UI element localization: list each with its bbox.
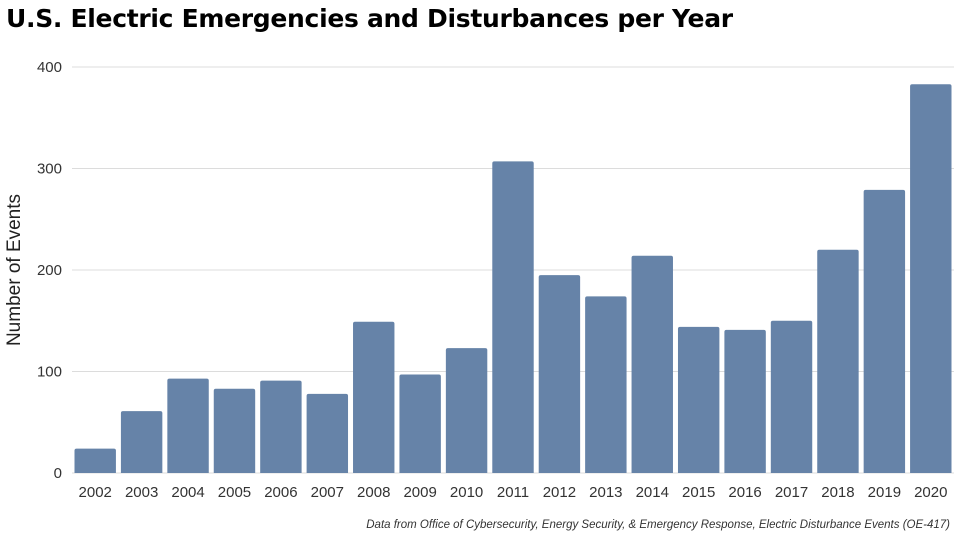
bar-2003 (120, 411, 163, 473)
y-tick-labels: 0 100 200 300 400 (37, 59, 62, 482)
bar-2019 (863, 189, 906, 473)
bar-2017 (770, 320, 813, 473)
x-tick-label: 2009 (403, 484, 436, 501)
y-tick-label: 200 (37, 262, 62, 279)
bar-2015 (677, 326, 720, 473)
bar-2004 (167, 378, 209, 473)
x-tick-label: 2008 (357, 484, 390, 501)
x-tick-label: 2007 (311, 484, 344, 501)
x-tick-label: 2011 (497, 484, 529, 501)
bar-2011 (492, 161, 534, 473)
x-tick-label: 2002 (79, 484, 112, 501)
bar-2018 (817, 249, 859, 473)
bar-2002 (74, 448, 116, 473)
x-tick-label: 2013 (589, 484, 622, 501)
bar-2010 (445, 348, 488, 473)
bar-2014 (631, 255, 673, 473)
bar-2009 (399, 374, 441, 473)
bars (74, 84, 952, 473)
x-tick-label: 2015 (682, 484, 715, 501)
bar-2012 (538, 275, 581, 473)
x-tick-label: 2006 (264, 484, 297, 501)
chart-title: U.S. Electric Emergencies and Disturbanc… (6, 4, 733, 33)
x-tick-label: 2016 (728, 484, 761, 501)
source-note: Data from Office of Cybersecurity, Energ… (366, 519, 950, 531)
y-tick-label: 0 (54, 465, 62, 482)
y-tick-label: 100 (37, 364, 62, 381)
bar-2013 (585, 296, 627, 473)
x-tick-label: 2012 (543, 484, 576, 501)
bar-2020 (910, 84, 952, 473)
x-tick-label: 2014 (636, 484, 669, 501)
x-tick-label: 2004 (171, 484, 204, 501)
x-tick-label: 2017 (775, 484, 808, 501)
x-tick-label: 2019 (868, 484, 901, 501)
bar-2006 (260, 380, 302, 473)
x-tick-label: 2018 (821, 484, 854, 501)
bar-2016 (724, 329, 766, 473)
y-tick-label: 400 (37, 59, 62, 76)
x-tick-label: 2020 (914, 484, 947, 501)
x-tick-label: 2005 (218, 484, 251, 501)
x-tick-labels: 2002 2003 2004 2005 2006 2007 2008 2009 2010 2011… (79, 484, 948, 501)
x-tick-label: 2003 (125, 484, 158, 501)
bar-2005 (213, 388, 256, 473)
bar-2007 (306, 393, 349, 473)
y-tick-label: 300 (37, 161, 62, 178)
bar-2008 (353, 321, 395, 473)
x-tick-label: 2010 (450, 484, 483, 501)
